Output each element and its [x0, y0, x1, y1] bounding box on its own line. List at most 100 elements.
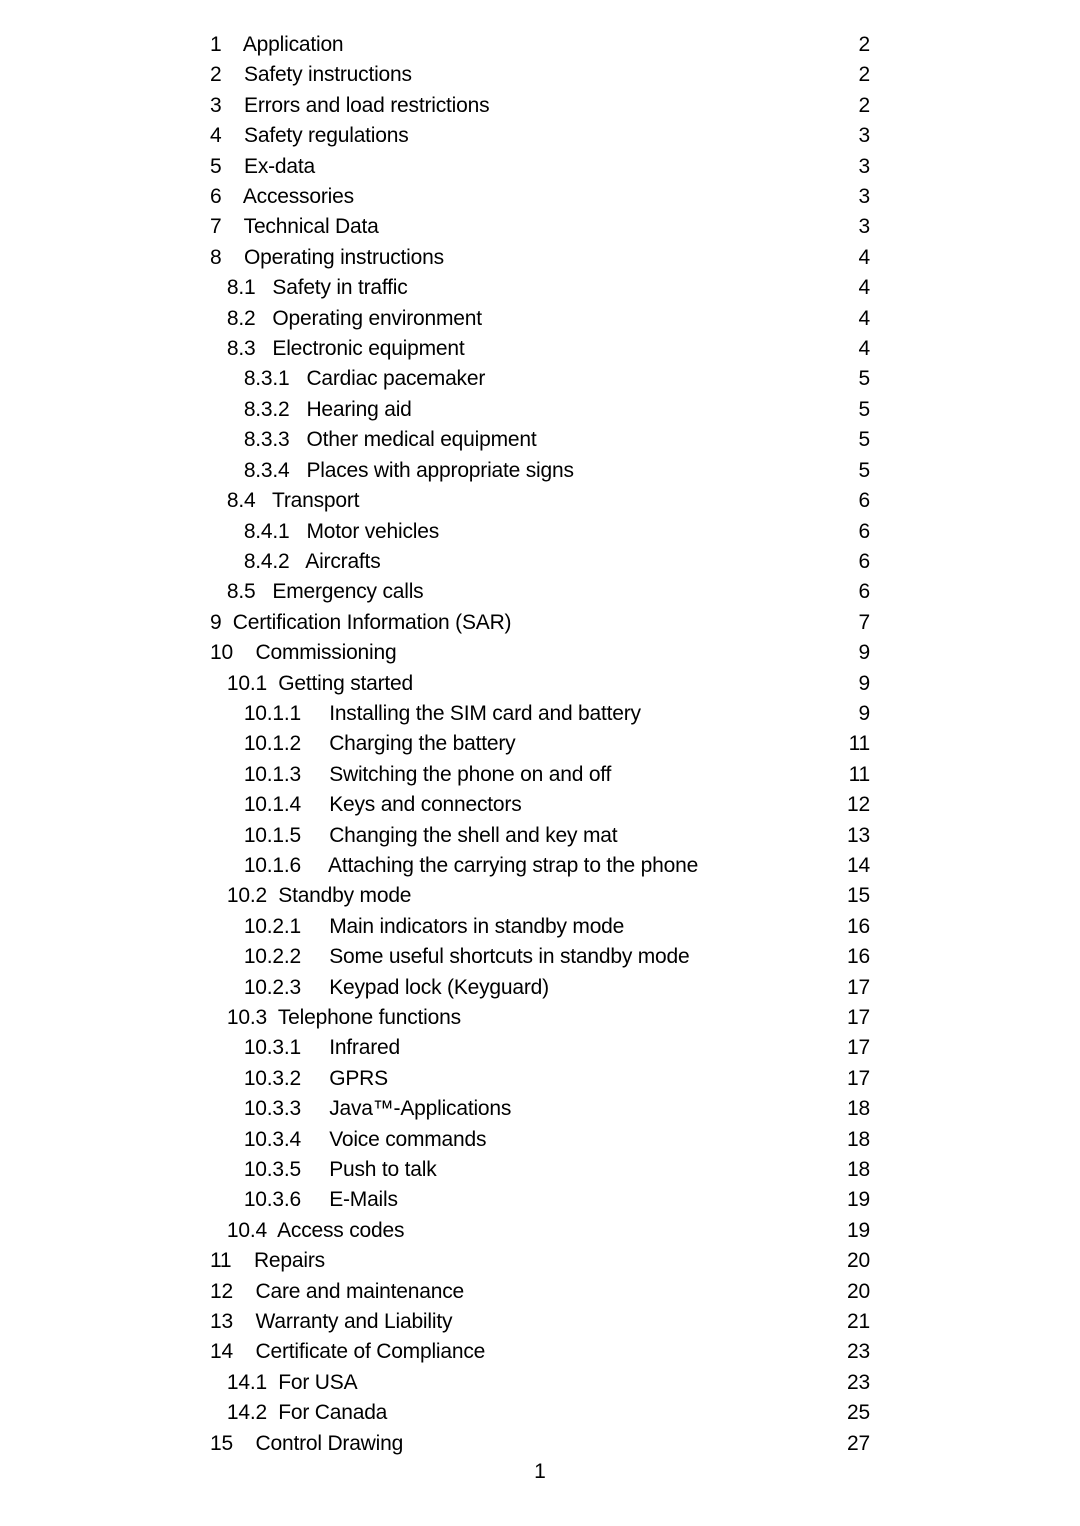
toc-row: 10.2.2 Some useful shortcuts in standby …	[210, 942, 870, 972]
toc-entry: 7 Technical Data	[210, 212, 379, 242]
toc-title: Charging the battery	[329, 732, 515, 755]
toc-title: Voice commands	[329, 1128, 486, 1151]
toc-entry: 10.3.6 E-Mails	[210, 1185, 398, 1215]
toc-page: 6	[830, 577, 870, 607]
toc-number: 8.4.1	[244, 520, 290, 543]
toc-number: 10.1.6	[244, 854, 301, 877]
toc-page: 6	[830, 517, 870, 547]
toc-page: 23	[830, 1368, 870, 1398]
toc-entry: 15 Control Drawing	[210, 1429, 403, 1459]
toc-page: 4	[830, 304, 870, 334]
toc-entry: 8.5 Emergency calls	[210, 577, 423, 607]
toc-row: 10.3 Telephone functions 17	[210, 1003, 870, 1033]
toc-title: Safety instructions	[244, 63, 412, 86]
toc-title: Infrared	[329, 1036, 400, 1059]
toc-title: Application	[243, 33, 344, 56]
toc-number: 8.3.4	[244, 459, 290, 482]
toc-entry: 10.2.2 Some useful shortcuts in standby …	[210, 942, 689, 972]
toc-page: 2	[830, 60, 870, 90]
toc-page: 16	[830, 912, 870, 942]
toc-number: 8.1	[227, 276, 256, 299]
toc-row: 3 Errors and load restrictions2	[210, 91, 870, 121]
toc-page: 6	[830, 547, 870, 577]
toc-page: 17	[830, 1064, 870, 1094]
toc-entry: 10.3.3 Java™-Applications	[210, 1094, 511, 1124]
toc-number: 10	[210, 641, 233, 664]
toc-entry: 3 Errors and load restrictions	[210, 91, 489, 121]
toc-entry: 10.2.3 Keypad lock (Keyguard)	[210, 973, 549, 1003]
toc-number: 10.2	[227, 884, 267, 907]
toc-number: 10.2.3	[244, 976, 301, 999]
toc-title: Control Drawing	[256, 1432, 404, 1455]
toc-number: 5	[210, 155, 221, 178]
toc-entry: 12 Care and maintenance	[210, 1277, 464, 1307]
toc-page: 18	[830, 1125, 870, 1155]
toc-title: Aircrafts	[305, 550, 380, 573]
toc-number: 10.2.1	[244, 915, 301, 938]
toc-entry: 8.4.1 Motor vehicles	[210, 517, 439, 547]
toc-entry: 10.3 Telephone functions	[210, 1003, 461, 1033]
toc-title: Access codes	[277, 1219, 404, 1242]
toc-row: 8.3.4 Places with appropriate signs5	[210, 456, 870, 486]
toc-entry: 8.2 Operating environment	[210, 304, 482, 334]
toc-title: Operating environment	[272, 307, 481, 330]
toc-row: 10.1.1 Installing the SIM card and batte…	[210, 699, 870, 729]
toc-title: Cardiac pacemaker	[306, 367, 485, 390]
toc-entry: 14.2 For Canada	[210, 1398, 387, 1428]
toc-title: Hearing aid	[306, 398, 411, 421]
toc-row: 14.1 For USA 23	[210, 1368, 870, 1398]
toc-number: 10.1	[227, 672, 267, 695]
toc-title: Certification Information (SAR)	[233, 611, 512, 634]
toc-number: 6	[210, 185, 221, 208]
toc-entry: 8.1 Safety in traffic	[210, 273, 408, 303]
toc-title: E-Mails	[329, 1188, 398, 1211]
toc-entry: 10.2.1 Main indicators in standby mode	[210, 912, 624, 942]
toc-entry: 10 Commissioning	[210, 638, 396, 668]
toc-row: 4 Safety regulations3	[210, 121, 870, 151]
toc-page: 25	[830, 1398, 870, 1428]
toc-title: Push to talk	[329, 1158, 436, 1181]
toc-title: Commissioning	[256, 641, 397, 664]
toc-page: 17	[830, 1033, 870, 1063]
toc-row: 10.3.1 Infrared 17	[210, 1033, 870, 1063]
toc-entry: 10.3.4 Voice commands	[210, 1125, 486, 1155]
toc-row: 8.3 Electronic equipment4	[210, 334, 870, 364]
toc-number: 8	[210, 246, 221, 269]
toc-page: 3	[830, 182, 870, 212]
toc-row: 9 Certification Information (SAR)7	[210, 608, 870, 638]
toc-entry: 14.1 For USA	[210, 1368, 357, 1398]
toc-title: Some useful shortcuts in standby mode	[329, 945, 689, 968]
toc-row: 14.2 For Canada 25	[210, 1398, 870, 1428]
toc-title: Certificate of Compliance	[256, 1340, 486, 1363]
toc-page: 3	[830, 121, 870, 151]
toc-entry: 8.4 Transport	[210, 486, 359, 516]
toc-page: 11	[830, 760, 870, 790]
toc-entry: 8 Operating instructions	[210, 243, 444, 273]
toc-row: 6 Accessories3	[210, 182, 870, 212]
toc-row: 10.3.3 Java™-Applications18	[210, 1094, 870, 1124]
toc-number: 8.5	[227, 580, 256, 603]
toc-title: Standby mode	[278, 884, 411, 907]
toc-row: 5 Ex-data3	[210, 152, 870, 182]
toc-row: 10.3.4 Voice commands 18	[210, 1125, 870, 1155]
toc-title: Emergency calls	[272, 580, 423, 603]
toc-page: 4	[830, 243, 870, 273]
toc-page: 5	[830, 364, 870, 394]
toc-entry: 8.3 Electronic equipment	[210, 334, 465, 364]
toc-row: 10.1.5 Changing the shell and key mat13	[210, 821, 870, 851]
toc-page: 17	[830, 1003, 870, 1033]
toc-row: 1 Application2	[210, 30, 870, 60]
toc-row: 10.2.1 Main indicators in standby mode 16	[210, 912, 870, 942]
toc-title: Electronic equipment	[272, 337, 464, 360]
toc-title: Telephone functions	[278, 1006, 461, 1029]
toc-row: 10.1.3 Switching the phone on and off11	[210, 760, 870, 790]
toc-number: 9	[210, 611, 221, 634]
toc-title: Safety in traffic	[272, 276, 407, 299]
toc-number: 14.2	[227, 1401, 267, 1424]
toc-title: Repairs	[254, 1249, 325, 1272]
toc-entry: 10.3.1 Infrared	[210, 1033, 400, 1063]
toc-title: Changing the shell and key mat	[329, 824, 617, 847]
toc-entry: 14 Certificate of Compliance	[210, 1337, 485, 1367]
toc-row: 10.4 Access codes19	[210, 1216, 870, 1246]
toc-page: 27	[830, 1429, 870, 1459]
